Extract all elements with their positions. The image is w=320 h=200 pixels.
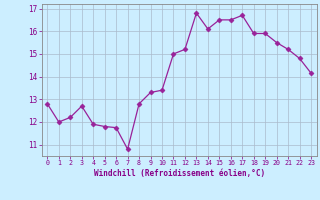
X-axis label: Windchill (Refroidissement éolien,°C): Windchill (Refroidissement éolien,°C) bbox=[94, 169, 265, 178]
